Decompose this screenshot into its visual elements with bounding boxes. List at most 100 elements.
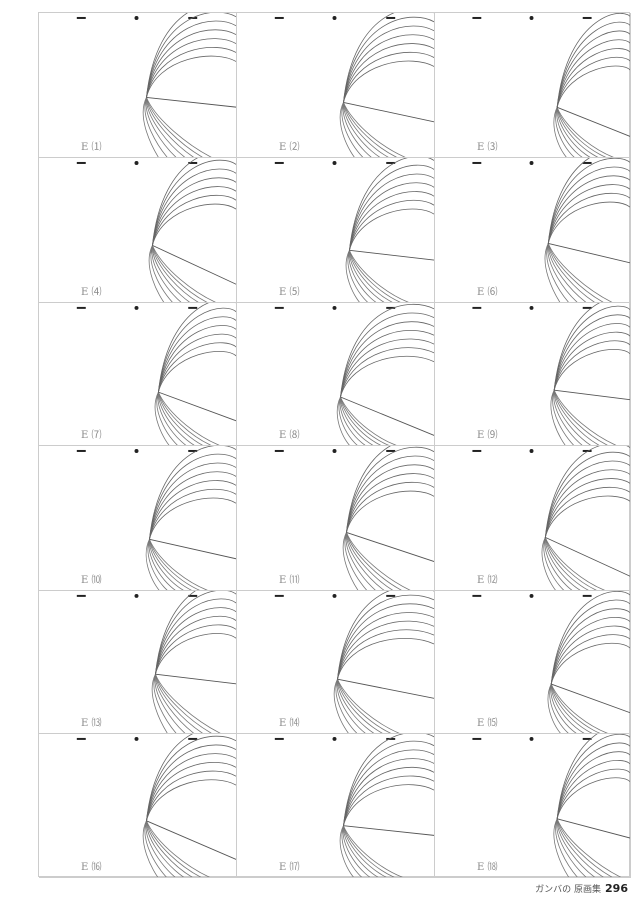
frame-label: E ⑴: [81, 142, 102, 153]
peg-hole: [274, 306, 284, 309]
drawing: [76, 734, 236, 877]
frame-label: E ⒄: [279, 862, 300, 873]
frame-label: E ⑸: [279, 287, 300, 298]
animation-frame: E ⑺: [39, 303, 237, 446]
peg-hole: [76, 449, 86, 452]
frame-label: E ⒃: [81, 862, 102, 873]
peg-hole: [386, 737, 396, 740]
drawing: [274, 591, 434, 733]
animation-frame: E ⑴: [39, 13, 237, 158]
peg-hole: [386, 16, 396, 19]
peg-hole: [386, 161, 396, 164]
animation-frame: E ⑷: [39, 158, 237, 303]
animation-frame: E ⒄: [237, 734, 435, 878]
animation-frame: E ⑻: [237, 303, 435, 446]
peg-hole: [472, 737, 482, 740]
peg-hole: [134, 448, 139, 453]
drawing: [76, 591, 236, 733]
drawing: [76, 158, 236, 302]
peg-hole: [582, 737, 592, 740]
peg-hole: [188, 449, 198, 452]
frame-label: E ⑾: [279, 575, 300, 586]
page-number: 296: [605, 882, 628, 895]
peg-hole: [76, 16, 86, 19]
peg-hole: [76, 594, 86, 597]
animation-frame: E ⒅: [435, 734, 631, 878]
drawing: [274, 734, 434, 877]
peg-hole: [582, 594, 592, 597]
peg-hole: [332, 160, 337, 165]
peg-hole: [188, 594, 198, 597]
drawing: [274, 446, 434, 590]
peg-hole: [386, 306, 396, 309]
peg-hole: [472, 16, 482, 19]
peg-hole: [332, 593, 337, 598]
peg-hole: [582, 449, 592, 452]
animation-frame: E ⑼: [435, 303, 631, 446]
drawing: [472, 591, 630, 733]
peg-hole: [188, 737, 198, 740]
drawing: [76, 13, 236, 157]
frame-label: E ⑿: [477, 575, 498, 586]
peg-hole: [274, 16, 284, 19]
peg-hole: [134, 305, 139, 310]
peg-hole: [274, 737, 284, 740]
drawing: [76, 446, 236, 590]
animation-frame: E ⑸: [237, 158, 435, 303]
peg-hole: [274, 594, 284, 597]
peg-hole: [386, 594, 396, 597]
animation-frame: E ⒂: [435, 591, 631, 734]
animation-frame: E ⑶: [435, 13, 631, 158]
peg-hole: [332, 736, 337, 741]
drawing: [76, 303, 236, 445]
peg-hole: [582, 306, 592, 309]
frame-label: E ⑽: [81, 575, 102, 586]
peg-hole: [274, 161, 284, 164]
drawing: [472, 158, 630, 302]
peg-hole: [472, 449, 482, 452]
frame-label: E ⑵: [279, 142, 300, 153]
peg-hole: [134, 15, 139, 20]
animation-frame: E ⑿: [435, 446, 631, 591]
peg-hole: [529, 736, 534, 741]
frame-label: E ⒁: [279, 718, 300, 729]
drawing: [274, 303, 434, 445]
drawing: [274, 158, 434, 302]
peg-hole: [472, 594, 482, 597]
animation-frame: E ⒁: [237, 591, 435, 734]
frame-label: E ⒂: [477, 718, 498, 729]
peg-hole: [529, 15, 534, 20]
drawing: [472, 13, 630, 157]
drawing: [274, 13, 434, 157]
frame-label: E ⑶: [477, 142, 498, 153]
peg-hole: [188, 161, 198, 164]
peg-hole: [472, 161, 482, 164]
animation-frame: E ⑵: [237, 13, 435, 158]
frame-label: E ⑹: [477, 287, 498, 298]
peg-hole: [582, 16, 592, 19]
animation-frame: E ⑾: [237, 446, 435, 591]
peg-hole: [529, 305, 534, 310]
peg-hole: [529, 448, 534, 453]
peg-hole: [582, 161, 592, 164]
animation-frame: E ⑹: [435, 158, 631, 303]
peg-hole: [332, 305, 337, 310]
peg-hole: [386, 449, 396, 452]
drawing: [472, 734, 630, 877]
frame-label: E ⑻: [279, 430, 300, 441]
page-footer: ガンバの 原画集 296: [535, 882, 628, 895]
animation-frame: E ⒃: [39, 734, 237, 878]
book-title: ガンバの 原画集: [535, 885, 602, 895]
peg-hole: [529, 593, 534, 598]
animation-frame: E ⒀: [39, 591, 237, 734]
frame-label: E ⒀: [81, 718, 102, 729]
frame-label: E ⒅: [477, 862, 498, 873]
peg-hole: [472, 306, 482, 309]
peg-hole: [529, 160, 534, 165]
drawing: [472, 303, 630, 445]
frame-label: E ⑼: [477, 430, 498, 441]
peg-hole: [332, 15, 337, 20]
peg-hole: [188, 306, 198, 309]
peg-hole: [332, 448, 337, 453]
peg-hole: [134, 593, 139, 598]
